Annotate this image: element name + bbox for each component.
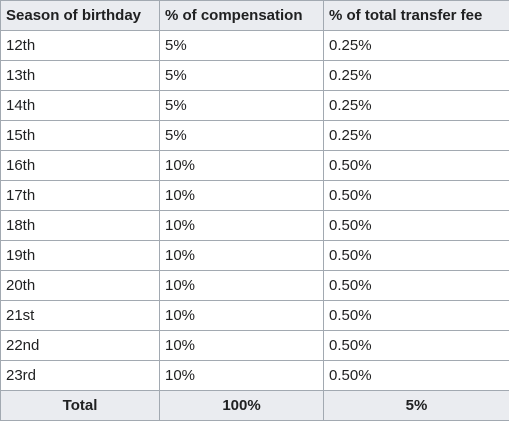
transfer-fee-cell: 0.50% bbox=[323, 330, 509, 361]
compensation-cell: 10% bbox=[159, 270, 324, 301]
table-row: 13th 5% 0.25% bbox=[0, 60, 509, 91]
header-row: Season of birthday % of compensation % o… bbox=[0, 0, 509, 31]
season-cell: 15th bbox=[0, 120, 160, 151]
table-row: 16th 10% 0.50% bbox=[0, 150, 509, 181]
compensation-cell: 10% bbox=[159, 210, 324, 241]
header-percent-of-total-transfer-fee: % of total transfer fee bbox=[323, 0, 509, 31]
table-row: 14th 5% 0.25% bbox=[0, 90, 509, 121]
transfer-fee-cell: 0.50% bbox=[323, 270, 509, 301]
total-row: Total 100% 5% bbox=[0, 390, 509, 421]
compensation-cell: 10% bbox=[159, 300, 324, 331]
season-cell: 21st bbox=[0, 300, 160, 331]
compensation-cell: 5% bbox=[159, 90, 324, 121]
table-row: 22nd 10% 0.50% bbox=[0, 330, 509, 361]
season-cell: 18th bbox=[0, 210, 160, 241]
transfer-fee-cell: 0.25% bbox=[323, 120, 509, 151]
total-label: Total bbox=[0, 390, 160, 421]
transfer-fee-cell: 0.25% bbox=[323, 90, 509, 121]
transfer-fee-cell: 0.25% bbox=[323, 60, 509, 91]
table-row: 12th 5% 0.25% bbox=[0, 30, 509, 61]
total-transfer-fee: 5% bbox=[323, 390, 509, 421]
table-row: 21st 10% 0.50% bbox=[0, 300, 509, 331]
compensation-cell: 5% bbox=[159, 120, 324, 151]
table-row: 20th 10% 0.50% bbox=[0, 270, 509, 301]
transfer-fee-cell: 0.50% bbox=[323, 210, 509, 241]
transfer-fee-cell: 0.50% bbox=[323, 150, 509, 181]
compensation-cell: 5% bbox=[159, 60, 324, 91]
table-row: 15th 5% 0.25% bbox=[0, 120, 509, 151]
transfer-fee-cell: 0.50% bbox=[323, 240, 509, 271]
season-cell: 23rd bbox=[0, 360, 160, 391]
total-compensation: 100% bbox=[159, 390, 324, 421]
table-header: Season of birthday % of compensation % o… bbox=[0, 0, 509, 31]
compensation-cell: 10% bbox=[159, 360, 324, 391]
table-row: 17th 10% 0.50% bbox=[0, 180, 509, 211]
season-cell: 22nd bbox=[0, 330, 160, 361]
season-cell: 12th bbox=[0, 30, 160, 61]
table-body: 12th 5% 0.25% 13th 5% 0.25% 14th 5% 0.25% 15th 5% 0… bbox=[0, 30, 509, 391]
compensation-table: Season of birthday % of compensation % o… bbox=[0, 0, 509, 421]
season-cell: 17th bbox=[0, 180, 160, 211]
season-cell: 13th bbox=[0, 60, 160, 91]
transfer-fee-cell: 0.25% bbox=[323, 30, 509, 61]
compensation-cell: 5% bbox=[159, 30, 324, 61]
table-footer: Total 100% 5% bbox=[0, 390, 509, 421]
header-season-of-birthday: Season of birthday bbox=[0, 0, 160, 31]
compensation-cell: 10% bbox=[159, 150, 324, 181]
table-row: 19th 10% 0.50% bbox=[0, 240, 509, 271]
season-cell: 19th bbox=[0, 240, 160, 271]
compensation-cell: 10% bbox=[159, 240, 324, 271]
transfer-fee-cell: 0.50% bbox=[323, 180, 509, 211]
compensation-cell: 10% bbox=[159, 180, 324, 211]
table-row: 18th 10% 0.50% bbox=[0, 210, 509, 241]
season-cell: 20th bbox=[0, 270, 160, 301]
compensation-cell: 10% bbox=[159, 330, 324, 361]
transfer-fee-cell: 0.50% bbox=[323, 300, 509, 331]
header-percent-of-compensation: % of compensation bbox=[159, 0, 324, 31]
season-cell: 16th bbox=[0, 150, 160, 181]
transfer-fee-cell: 0.50% bbox=[323, 360, 509, 391]
season-cell: 14th bbox=[0, 90, 160, 121]
table-row: 23rd 10% 0.50% bbox=[0, 360, 509, 391]
